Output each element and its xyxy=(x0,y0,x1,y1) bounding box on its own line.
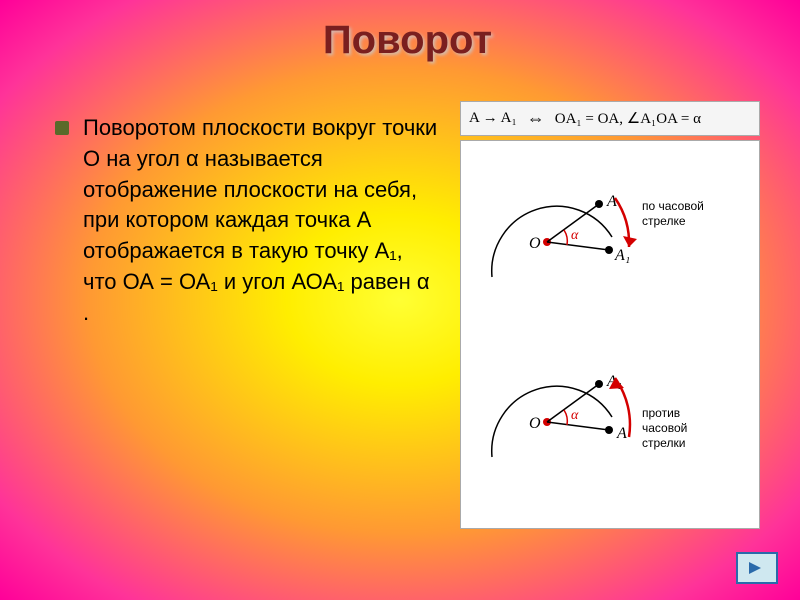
rotation-diagrams: O α A A₁ xyxy=(467,147,753,517)
ccw-caption-1: против xyxy=(642,406,680,420)
formula-right: OA₁ = OA, ∠A₁OA = α xyxy=(555,109,701,128)
svg-text:A₁: A₁ xyxy=(614,247,630,264)
ccw-caption-3: стрелки xyxy=(642,436,685,450)
body-paragraph: Поворотом плоскости вокруг точки О на уг… xyxy=(83,113,440,329)
formula-left: A → A₁ xyxy=(469,110,517,127)
svg-text:α: α xyxy=(571,228,579,243)
diagram-column: A → A₁ ⇔ OA₁ = OA, ∠A₁OA = α O xyxy=(460,101,760,529)
content-row: Поворотом плоскости вокруг точки О на уг… xyxy=(55,101,760,529)
svg-text:α: α xyxy=(571,408,579,423)
iff-icon: ⇔ xyxy=(527,108,545,129)
arrow-right-icon xyxy=(747,560,767,576)
page-title: Поворот xyxy=(55,18,760,63)
cw-caption-1: по часовой xyxy=(642,199,704,213)
formula-box: A → A₁ ⇔ OA₁ = OA, ∠A₁OA = α xyxy=(460,101,760,136)
diagram-panel: O α A A₁ xyxy=(460,140,760,529)
svg-text:A: A xyxy=(606,193,617,210)
ccw-caption-2: часовой xyxy=(642,421,687,435)
center-label: O xyxy=(529,235,541,252)
text-column: Поворотом плоскости вокруг точки О на уг… xyxy=(55,101,440,329)
bullet-icon xyxy=(55,121,69,135)
cw-caption-2: стрелке xyxy=(642,214,686,228)
svg-text:A: A xyxy=(616,425,627,442)
svg-text:O: O xyxy=(529,415,541,432)
next-button[interactable] xyxy=(736,552,778,584)
